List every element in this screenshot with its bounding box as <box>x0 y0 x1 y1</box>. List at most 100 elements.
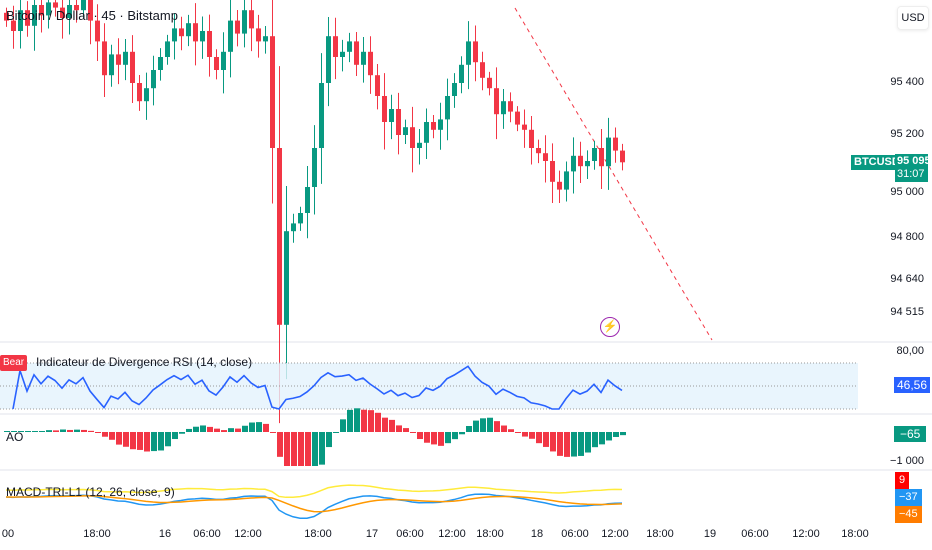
ao-bar <box>165 432 171 447</box>
rsi-line <box>12 365 623 410</box>
candle-body <box>88 0 93 21</box>
candle-body <box>543 153 548 161</box>
candle-body <box>130 51 135 83</box>
symbol-tag: BTCUSD <box>851 155 903 170</box>
candle-body <box>536 148 541 154</box>
ao-label[interactable]: AO <box>6 430 24 444</box>
candle-body <box>137 83 142 102</box>
candle-body <box>431 122 436 130</box>
ao-bar <box>291 432 297 466</box>
ao-bar <box>410 432 416 433</box>
time-tick: 18 <box>530 528 544 540</box>
candle-body <box>53 2 58 8</box>
candle-body <box>144 88 149 102</box>
currency-button[interactable]: USD <box>897 6 929 30</box>
time-tick: 18:00 <box>476 528 504 540</box>
candle-body <box>473 41 478 63</box>
time-tick: 18:00 <box>83 528 111 540</box>
candle-body <box>277 148 282 325</box>
ao-bar <box>585 432 591 453</box>
last-price-tag: 95 095 31:07 <box>895 154 931 182</box>
candle-body <box>522 124 527 130</box>
ao-bar <box>151 432 157 452</box>
ao-bar <box>18 431 24 432</box>
ao-bar <box>123 432 129 447</box>
macd-line <box>5 493 623 520</box>
candle-body <box>564 171 569 190</box>
candle-body <box>319 83 324 148</box>
candle-body <box>606 137 611 167</box>
ao-bar <box>193 426 199 432</box>
candle-body <box>333 36 338 57</box>
candle-body <box>494 88 499 115</box>
macd-line-value: −37 <box>895 489 922 506</box>
ao-bar <box>137 432 143 450</box>
trend-line <box>514 7 713 341</box>
candle-body <box>39 5 44 16</box>
price-tick: 94 800 <box>890 231 924 243</box>
ao-bar <box>326 432 332 448</box>
ao-bar <box>333 432 339 433</box>
ao-bar <box>550 432 556 452</box>
ao-bar <box>256 422 262 432</box>
candle-body <box>382 96 387 122</box>
candle-body <box>25 10 30 26</box>
ao-bar <box>74 429 80 432</box>
time-tick: 17 <box>365 528 379 540</box>
time-tick: 12:00 <box>438 528 466 540</box>
candle-body <box>354 41 359 65</box>
candle-body <box>613 137 618 151</box>
time-tick: 06:00 <box>193 528 221 540</box>
candle-body <box>249 10 254 29</box>
candle-body <box>214 57 219 70</box>
ao-bar <box>473 420 479 432</box>
candle-body <box>403 127 408 135</box>
ao-bar <box>529 432 535 439</box>
ao-bar <box>480 418 486 432</box>
ao-bar <box>116 432 122 445</box>
candle-body <box>424 122 429 143</box>
candle-body <box>550 161 555 182</box>
ao-bar <box>25 431 31 432</box>
ao-bar <box>382 417 388 432</box>
ao-bar <box>221 430 227 432</box>
candle-body <box>480 62 485 78</box>
ao-bar <box>431 432 437 445</box>
ao-bar <box>200 425 206 432</box>
candle-body <box>200 31 205 42</box>
rsi-value: 46,56 <box>894 377 931 393</box>
candle-body <box>410 127 415 148</box>
symbol-title[interactable]: Bitcoin / Dollar · 45 · Bitstamp <box>6 8 178 23</box>
ao-bar <box>620 432 626 436</box>
ao-value: −65 <box>894 426 927 442</box>
ao-bar <box>4 431 10 432</box>
ao-bar <box>60 429 66 432</box>
time-tick: 12:00 <box>601 528 629 540</box>
candle-body <box>256 28 261 42</box>
ao-bar <box>445 432 451 444</box>
price-tick: 95 400 <box>890 76 924 88</box>
ao-bar <box>39 431 45 432</box>
candle-body <box>508 101 513 112</box>
ao-bar <box>557 432 563 456</box>
ao-bar <box>361 409 367 432</box>
candle-body <box>368 51 373 76</box>
candle-body <box>263 36 268 42</box>
candle-body <box>340 51 345 57</box>
candle-body <box>46 2 51 16</box>
ao-bar <box>214 428 220 432</box>
candle-body <box>578 155 583 167</box>
ao-bar <box>515 432 521 433</box>
ao-bar <box>459 432 465 435</box>
ao-bar <box>242 425 248 432</box>
ao-bar <box>11 431 17 432</box>
price-tick: 95 000 <box>890 186 924 198</box>
candle-body <box>445 96 450 120</box>
time-tick: 06:00 <box>561 528 589 540</box>
lightning-alert-icon[interactable]: ⚡ <box>600 317 620 337</box>
macd-label[interactable]: MACD-TRI-L1 (12, 26, close, 9) <box>6 485 175 499</box>
candle-body <box>389 109 394 122</box>
rsi-label[interactable]: Indicateur de Divergence RSI (14, close) <box>36 355 253 369</box>
candle-body <box>487 77 492 89</box>
